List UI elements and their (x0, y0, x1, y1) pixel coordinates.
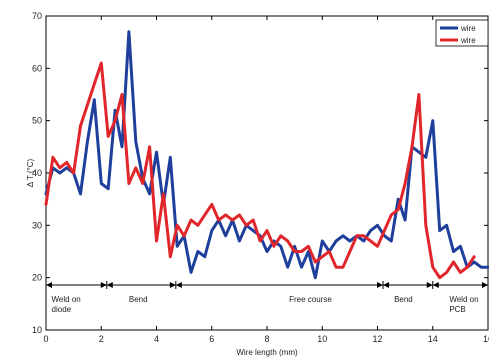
arrowhead-left (377, 281, 384, 288)
legend-box (435, 19, 489, 47)
arrowhead-right (46, 281, 52, 288)
series-lines (44, 30, 489, 280)
x-tick-label: 12 (372, 334, 382, 344)
x-tick-label: 0 (43, 334, 48, 344)
x-tick-label: 16 (483, 334, 489, 344)
arrowhead-right (432, 281, 439, 288)
arrowhead-right (106, 281, 113, 288)
legend: wire wire (435, 19, 489, 47)
y-axis-label: Δ T (°C) (26, 158, 35, 187)
y-tick-label: 30 (32, 220, 42, 230)
arrowhead-left (426, 281, 433, 288)
series-line (44, 61, 476, 280)
x-tick-label: 10 (317, 334, 327, 344)
region-label: PCB (449, 305, 465, 314)
legend-label: wire (460, 24, 476, 33)
y-tick-label: 50 (32, 116, 42, 126)
y-tick-label: 60 (32, 63, 42, 73)
legend-label: wire (460, 36, 476, 45)
region-label: Bend (394, 295, 413, 304)
x-tick-label: 4 (154, 334, 159, 344)
x-tick-label: 8 (264, 334, 269, 344)
x-tick-label: 2 (99, 334, 104, 344)
y-tick-label: 10 (32, 325, 42, 335)
x-tick-label: 14 (428, 334, 438, 344)
arrowhead-left (482, 281, 488, 288)
region-label: diode (52, 305, 72, 314)
x-tick-label: 6 (209, 334, 214, 344)
arrowhead-left (169, 281, 176, 288)
x-axis-label: Wire length (mm) (236, 348, 298, 357)
plot-area (45, 15, 489, 331)
x-axis: 0 2 4 6 8 10 12 14 16 (43, 16, 489, 344)
region-label: Free course (289, 295, 332, 304)
y-tick-label: 20 (32, 273, 42, 283)
arrowhead-right (175, 281, 182, 288)
y-axis: 10 20 30 40 50 60 70 (32, 11, 488, 335)
region-label: Weld on (449, 295, 478, 304)
y-tick-label: 40 (32, 168, 42, 178)
region-label: Weld on (52, 295, 81, 304)
region-label: Bend (129, 295, 148, 304)
arrowhead-left (100, 281, 107, 288)
series-line (44, 30, 489, 280)
arrowhead-right (383, 281, 390, 288)
y-tick-label: 70 (32, 11, 42, 21)
